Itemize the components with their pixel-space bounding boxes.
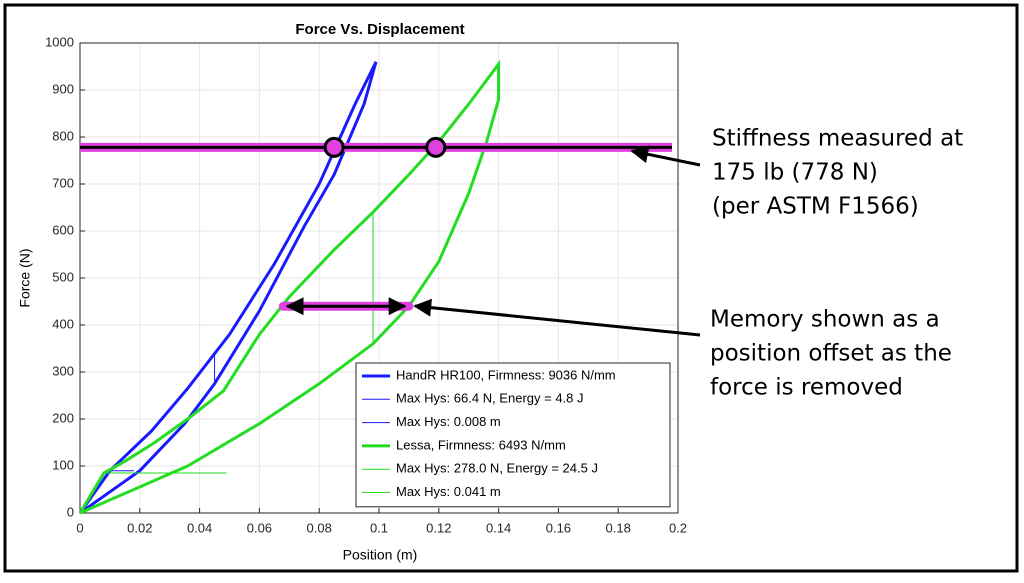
y-tick-label: 900 xyxy=(52,81,74,96)
marker xyxy=(323,136,345,158)
x-tick-label: 0.12 xyxy=(426,520,451,535)
legend-box xyxy=(355,362,671,508)
y-tick-label: 300 xyxy=(52,363,74,378)
x-tick-label: 0.02 xyxy=(127,520,152,535)
x-tick-label: 0.04 xyxy=(187,520,212,535)
annotation: Stiffness measured at 175 lb (778 N) (per … xyxy=(712,126,963,220)
chart-title: Force Vs. Displacement xyxy=(295,21,464,38)
legend-label: Max Hys: 0.041 m xyxy=(396,484,501,499)
annotation-text: position offset as the xyxy=(710,341,952,367)
marker xyxy=(425,136,447,158)
annotation: Memory shown as a position offset as the f… xyxy=(710,307,952,401)
series-line xyxy=(78,59,501,515)
y-tick-label: 100 xyxy=(52,457,74,472)
legend-label: Lessa, Firmness: 6493 N/mm xyxy=(396,437,566,452)
legend-label: Max Hys: 66.4 N, Energy = 4.8 J xyxy=(396,391,584,406)
annotation-text: Stiffness measured at xyxy=(712,126,963,152)
y-axis-label: Force (N) xyxy=(17,248,33,307)
annotation-text: (per ASTM F1566) xyxy=(712,194,919,220)
legend-label: HandR HR100, Firmness: 9036 N/mm xyxy=(396,367,616,382)
x-tick-label: 0.2 xyxy=(669,520,687,535)
annotation-text: 175 lb (778 N) xyxy=(712,160,878,186)
annotation-text: Memory shown as a xyxy=(710,307,940,333)
y-tick-label: 200 xyxy=(52,410,74,425)
y-tick-label: 800 xyxy=(52,128,74,143)
legend-label: Max Hys: 278.0 N, Energy = 24.5 J xyxy=(396,461,598,476)
x-tick-label: 0.06 xyxy=(247,520,272,535)
y-tick-label: 0 xyxy=(67,504,74,519)
annotation-arrow xyxy=(630,145,701,167)
legend-label: Max Hys: 0.008 m xyxy=(396,414,501,429)
x-tick-label: 0 xyxy=(76,520,83,535)
series-line xyxy=(78,61,378,515)
x-axis-label: Position (m) xyxy=(343,547,418,563)
y-tick-label: 1000 xyxy=(45,34,74,49)
x-tick-label: 0.08 xyxy=(307,520,332,535)
annotation-arrow xyxy=(413,298,701,337)
y-tick-label: 400 xyxy=(52,316,74,331)
x-tick-label: 0.18 xyxy=(606,520,631,535)
y-tick-label: 500 xyxy=(52,269,74,284)
x-tick-label: 0.1 xyxy=(370,520,388,535)
y-tick-label: 600 xyxy=(52,222,74,237)
y-tick-label: 700 xyxy=(52,175,74,190)
annotation-text: force is removed xyxy=(710,375,903,401)
x-tick-label: 0.16 xyxy=(546,520,571,535)
axes-box xyxy=(79,42,679,514)
x-tick-label: 0.14 xyxy=(486,520,511,535)
